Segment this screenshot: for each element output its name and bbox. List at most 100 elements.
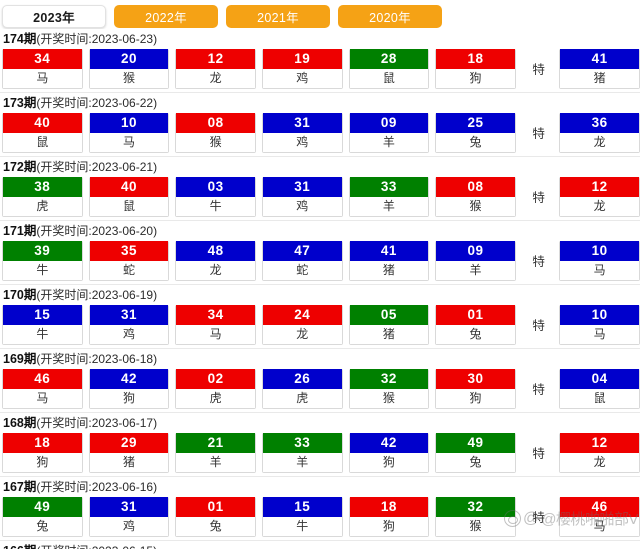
special-ball-number: 12 xyxy=(560,177,639,197)
draw-row: 170期(开奖时间:2023-06-19) 15 牛 31 鸡 34 马 24 龙 05 猪 01 兔特… xyxy=(0,284,640,348)
ball-number: 35 xyxy=(89,241,169,261)
ball-zodiac: 牛 xyxy=(3,261,82,280)
draw-row: 168期(开奖时间:2023-06-17) 18 狗 29 猪 21 羊 33 羊 42 狗 49 兔特… xyxy=(0,412,640,476)
normal-ball: 32 猴 xyxy=(348,369,430,409)
year-tab-2021[interactable]: 2021年 xyxy=(226,4,330,28)
special-label: 特 xyxy=(532,191,545,205)
normal-ball: 02 虎 xyxy=(175,369,256,409)
special-ball-zodiac: 猪 xyxy=(560,69,639,88)
normal-ball: 42 狗 xyxy=(348,433,430,473)
ball-zodiac: 鸡 xyxy=(89,517,169,536)
special-ball: 10 马 xyxy=(559,305,640,345)
ball-zodiac: 羊 xyxy=(436,261,515,280)
draw-date: (开奖时间:2023-06-20) xyxy=(36,224,158,238)
draw-issue-number: 166期 xyxy=(3,544,36,549)
ball-number: 18 xyxy=(436,49,515,69)
ball-number: 34 xyxy=(3,49,82,69)
special-ball-number: 36 xyxy=(560,113,639,133)
normal-ball: 15 牛 xyxy=(2,305,83,345)
year-tab-2022[interactable]: 2022年 xyxy=(114,4,218,28)
ball-number: 48 xyxy=(176,241,255,261)
draw-issue-number: 167期 xyxy=(3,480,37,494)
draw-date: (开奖时间:2023-06-16) xyxy=(36,480,158,494)
normal-ball: 31 鸡 xyxy=(88,305,170,345)
special-separator: 特 xyxy=(522,49,555,88)
special-label: 特 xyxy=(532,319,545,333)
ball-zodiac: 牛 xyxy=(3,325,82,344)
ball-zodiac: 龙 xyxy=(262,325,342,344)
draw-issue-number: 171期 xyxy=(3,224,37,238)
normal-ball: 25 兔 xyxy=(435,113,516,153)
ball-number: 29 xyxy=(89,433,169,453)
special-ball: 36 龙 xyxy=(559,113,640,153)
special-ball-number: 41 xyxy=(560,49,639,69)
ball-zodiac: 蛇 xyxy=(262,261,342,280)
normal-ball: 40 鼠 xyxy=(88,177,170,217)
ball-number: 15 xyxy=(262,497,342,517)
ball-zodiac: 兔 xyxy=(436,325,515,344)
ball-zodiac: 狗 xyxy=(436,389,515,408)
draw-title: 168期(开奖时间:2023-06-17) xyxy=(0,413,640,433)
draw-title: 173期(开奖时间:2023-06-22) xyxy=(0,93,640,113)
ball-number: 49 xyxy=(3,497,82,517)
normal-ball: 09 羊 xyxy=(435,241,516,281)
ball-number: 25 xyxy=(436,113,515,133)
ball-number: 33 xyxy=(262,433,342,453)
special-ball-zodiac: 龙 xyxy=(560,133,639,152)
special-label: 特 xyxy=(532,511,545,525)
special-ball-number: 46 xyxy=(560,497,639,517)
ball-zodiac: 猪 xyxy=(349,261,429,280)
ball-zodiac: 鸡 xyxy=(262,69,342,88)
special-label: 特 xyxy=(532,447,545,461)
year-tab-2020[interactable]: 2020年 xyxy=(338,4,442,28)
ball-zodiac: 狗 xyxy=(3,453,82,472)
normal-ball: 40 鼠 xyxy=(2,113,83,153)
ball-zodiac: 羊 xyxy=(349,133,429,152)
normal-ball: 34 马 xyxy=(175,305,256,345)
draw-issue-number: 168期 xyxy=(3,416,37,430)
ball-number: 32 xyxy=(436,497,515,517)
normal-ball: 12 龙 xyxy=(175,49,256,89)
ball-number: 42 xyxy=(349,433,429,453)
draw-issue-number: 169期 xyxy=(3,352,37,366)
draw-title: 167期(开奖时间:2023-06-16) xyxy=(0,477,640,497)
ball-zodiac: 狗 xyxy=(436,69,515,88)
special-ball: 41 猪 xyxy=(559,49,640,89)
ball-zodiac: 羊 xyxy=(176,453,255,472)
special-ball: 46 马 xyxy=(559,497,640,537)
special-separator: 特 xyxy=(522,241,555,280)
ball-number: 31 xyxy=(262,113,342,133)
ball-zodiac: 狗 xyxy=(349,453,429,472)
ball-number: 26 xyxy=(262,369,342,389)
normal-ball: 33 羊 xyxy=(261,433,343,473)
special-ball-zodiac: 龙 xyxy=(560,197,639,216)
ball-number: 09 xyxy=(349,113,429,133)
year-tab-2023[interactable]: 2023年 xyxy=(2,4,106,28)
draw-date: (开奖时间:2023-06-19) xyxy=(36,288,158,302)
special-separator: 特 xyxy=(522,177,555,216)
ball-number: 31 xyxy=(262,177,342,197)
normal-ball: 09 羊 xyxy=(348,113,430,153)
ball-zodiac: 鼠 xyxy=(3,133,82,152)
draw-title: 174期(开奖时间:2023-06-23) xyxy=(0,29,640,49)
ball-zodiac: 马 xyxy=(89,133,169,152)
ball-zodiac: 兔 xyxy=(176,517,255,536)
ball-strip: 40 鼠 10 马 08 猴 31 鸡 09 羊 25 兔特 36 龙 xyxy=(0,113,640,153)
normal-ball: 20 猴 xyxy=(88,49,170,89)
draw-row: 166期(开奖时间:2023-06-15)27牛41猪07鸡04鼠25兔17猪特… xyxy=(0,540,640,549)
special-label: 特 xyxy=(532,127,545,141)
ball-number: 09 xyxy=(436,241,515,261)
ball-number: 42 xyxy=(89,369,169,389)
ball-number: 47 xyxy=(262,241,342,261)
draw-issue-number: 170期 xyxy=(3,288,37,302)
ball-zodiac: 马 xyxy=(3,69,82,88)
ball-strip: 46 马 42 狗 02 虎 26 虎 32 猴 30 狗特 04 鼠 xyxy=(0,369,640,409)
ball-zodiac: 狗 xyxy=(89,389,169,408)
normal-ball: 15 牛 xyxy=(261,497,343,537)
draw-row: 174期(开奖时间:2023-06-23) 34 马 20 猴 12 龙 19 鸡 28 鼠 18 狗特… xyxy=(0,29,640,92)
normal-ball: 03 牛 xyxy=(175,177,256,217)
draw-row: 171期(开奖时间:2023-06-20) 39 牛 35 蛇 48 龙 47 蛇 41 猪 09 羊特… xyxy=(0,220,640,284)
ball-strip: 34 马 20 猴 12 龙 19 鸡 28 鼠 18 狗特 41 猪 xyxy=(0,49,640,89)
ball-zodiac: 鼠 xyxy=(89,197,169,216)
special-ball: 10 马 xyxy=(559,241,640,281)
